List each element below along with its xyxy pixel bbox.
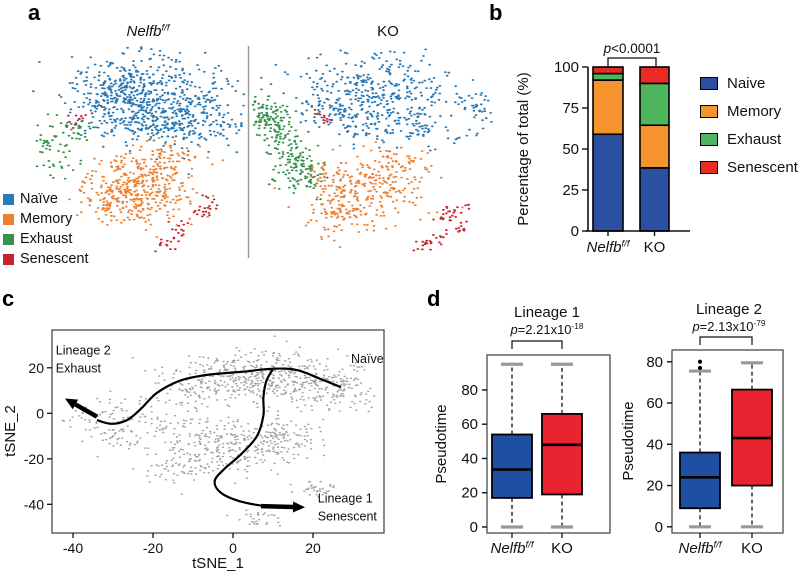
svg-text:KO: KO (741, 540, 763, 557)
panel-b-stacked-bar-chart: 0 25 50 75 100 Percentage of total (%) Nelfbf/… (515, 41, 690, 256)
panel-b-legend: Naive Memory Exhaust Senescent (700, 69, 798, 181)
legend-swatch-exhaust (3, 233, 14, 245)
panel-a-legend: Naïve Memory Exhaust Senescent (3, 189, 89, 269)
svg-text:-40: -40 (24, 496, 44, 512)
svg-text:-20: -20 (143, 540, 163, 556)
svg-text:60: 60 (461, 416, 478, 433)
legend-label: Memory (20, 211, 73, 227)
svg-text:Pseudotime: Pseudotime (620, 401, 637, 480)
svg-text:p=2.13x10-79: p=2.13x10-79 (691, 318, 765, 334)
legend-label: Naïve (20, 191, 58, 207)
svg-text:KO: KO (551, 540, 573, 557)
svg-text:20: 20 (28, 360, 44, 376)
panel-a-label: a (28, 0, 41, 25)
legend-label: Senescent (727, 158, 798, 176)
legend-item: Naive (700, 69, 798, 97)
svg-text:Percentage of total (%): Percentage of total (%) (515, 72, 532, 225)
legend-label: Exhaust (20, 231, 73, 247)
svg-text:60: 60 (646, 395, 663, 412)
svg-text:Naïve: Naïve (351, 352, 384, 366)
svg-text:50: 50 (562, 141, 579, 158)
svg-text:0: 0 (571, 223, 579, 240)
svg-text:0: 0 (470, 519, 478, 536)
svg-text:Senescent: Senescent (318, 510, 378, 524)
legend-swatch-senescent (3, 253, 14, 265)
svg-text:-20: -20 (24, 451, 44, 467)
legend-swatch-memory (700, 104, 718, 118)
panel-a-tsne-plots: Nelfbf/f KO (32, 22, 493, 258)
panel-d-boxplot-box_lineage1: 0 20 40 60 80 Pseudotime Lineage 1p=2.21x10-18… (433, 304, 611, 557)
svg-text:40: 40 (646, 436, 663, 453)
svg-text:Nelfbf/f: Nelfbf/f (678, 539, 722, 557)
legend-label: Senescent (20, 251, 89, 267)
panel-c-trajectory-plot: -40 -20 0 20 20 0 -20 -40 tSNE_1 tSNE_2 Naïve Linea… (2, 329, 385, 572)
legend-item: Senescent (3, 249, 89, 269)
svg-text:KO: KO (377, 23, 399, 40)
panel-b-label: b (489, 0, 503, 25)
svg-text:80: 80 (461, 382, 478, 399)
legend-swatch-memory (3, 213, 14, 225)
svg-text:p=2.21x10-18: p=2.21x10-18 (509, 321, 583, 337)
panel-d-boxplot-box_lineage2: 0 20 40 60 80 Pseudotime Lineage 2p=2.13x10-79… (620, 301, 784, 557)
svg-text:20: 20 (461, 485, 478, 502)
svg-text:Nelfbf/f: Nelfbf/f (586, 238, 630, 256)
legend-swatch-naive (3, 193, 14, 205)
svg-text:75: 75 (562, 100, 579, 117)
svg-text:40: 40 (461, 450, 478, 467)
legend-swatch-naive (700, 76, 718, 90)
legend-item: Memory (3, 209, 89, 229)
legend-item: Exhaust (700, 125, 798, 153)
svg-text:0: 0 (655, 519, 663, 536)
svg-text:0: 0 (229, 540, 237, 556)
svg-text:Lineage 1: Lineage 1 (514, 304, 580, 321)
svg-text:100: 100 (554, 59, 579, 76)
svg-text:20: 20 (646, 478, 663, 495)
panel-d-label: d (427, 286, 441, 311)
legend-label: Naive (727, 74, 766, 92)
svg-text:Lineage 1: Lineage 1 (318, 492, 373, 506)
legend-swatch-senescent (700, 160, 718, 174)
svg-text:20: 20 (305, 540, 321, 556)
svg-text:25: 25 (562, 182, 579, 199)
svg-text:Exhaust: Exhaust (56, 362, 102, 376)
svg-text:Nelfbf/f: Nelfbf/f (126, 22, 170, 40)
svg-text:Pseudotime: Pseudotime (433, 404, 450, 483)
legend-item: Naïve (3, 189, 89, 209)
svg-text:Lineage 2: Lineage 2 (696, 301, 762, 318)
legend-swatch-exhaust (700, 132, 718, 146)
svg-text:Lineage 2: Lineage 2 (56, 344, 111, 358)
svg-text:KO: KO (644, 239, 666, 256)
legend-label: Exhaust (727, 130, 782, 148)
legend-item: Exhaust (3, 229, 89, 249)
svg-text:Nelfbf/f: Nelfbf/f (490, 539, 534, 557)
svg-text:p<0.0001: p<0.0001 (603, 41, 661, 56)
legend-label: Memory (727, 102, 782, 120)
svg-text:-40: -40 (63, 540, 83, 556)
svg-text:0: 0 (36, 405, 44, 421)
svg-text:80: 80 (646, 354, 663, 371)
legend-item: Memory (700, 97, 798, 125)
legend-item: Senescent (700, 153, 798, 181)
svg-text:tSNE_2: tSNE_2 (2, 405, 19, 457)
panel-c-label: c (2, 286, 15, 311)
svg-text:tSNE_1: tSNE_1 (192, 555, 244, 572)
